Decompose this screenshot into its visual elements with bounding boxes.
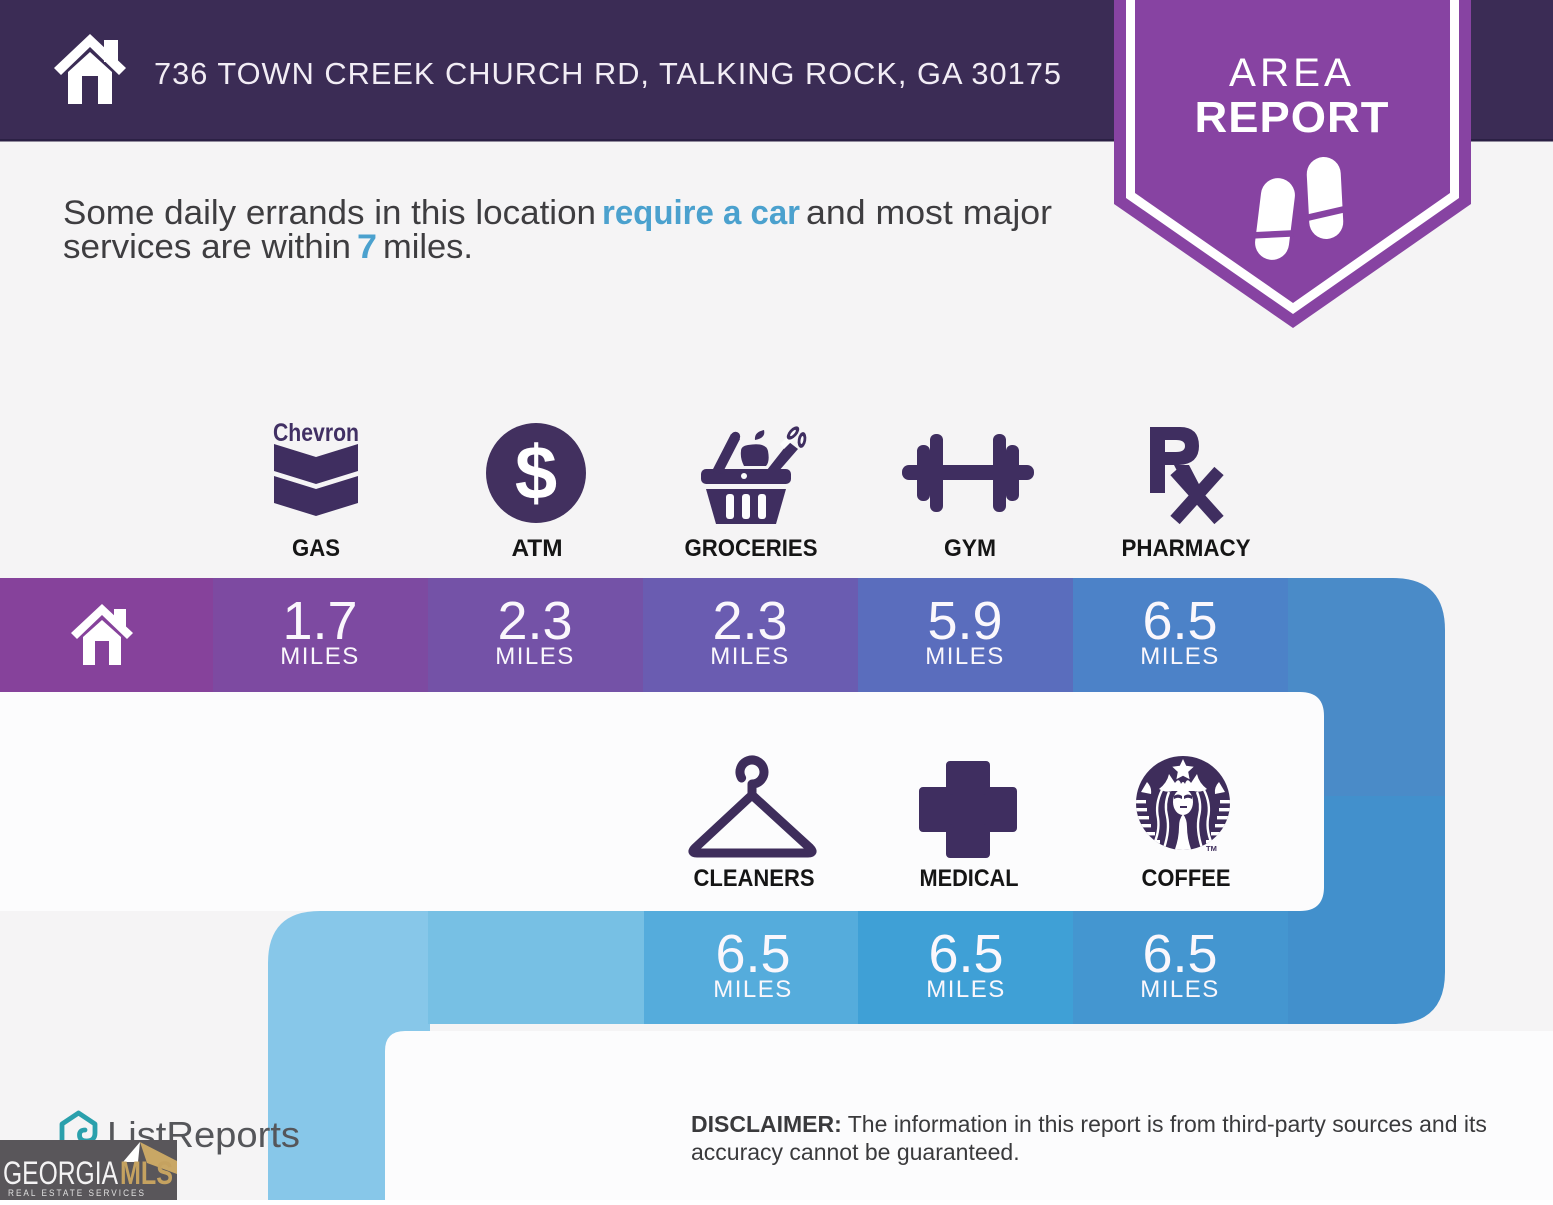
- svg-text:$: $: [515, 431, 557, 516]
- svg-text:MILES: MILES: [1140, 976, 1220, 1003]
- svg-text:Chevron: Chevron: [273, 419, 359, 447]
- svg-text:2.3: 2.3: [712, 591, 787, 651]
- svg-text:GAS: GAS: [292, 535, 340, 562]
- svg-text:GROCERIES: GROCERIES: [685, 535, 818, 562]
- svg-text:CLEANERS: CLEANERS: [694, 865, 815, 892]
- svg-text:6.5: 6.5: [1142, 591, 1217, 651]
- svg-text:DISCLAIMER: The information in: DISCLAIMER: The information in this repo…: [691, 1111, 1487, 1137]
- svg-text:MILES: MILES: [713, 976, 793, 1003]
- svg-text:MILES: MILES: [926, 976, 1006, 1003]
- svg-text:AREA: AREA: [1229, 51, 1355, 95]
- svg-text:6.5: 6.5: [715, 924, 790, 984]
- svg-text:6.5: 6.5: [1142, 924, 1217, 984]
- svg-text:MILES: MILES: [495, 643, 575, 670]
- svg-text:ATM: ATM: [512, 535, 563, 562]
- svg-text:Some daily errands in this loc: Some daily errands in this location: [63, 194, 596, 232]
- svg-text:736 TOWN CREEK CHURCH RD, TALK: 736 TOWN CREEK CHURCH RD, TALKING ROCK, …: [154, 57, 1062, 91]
- svg-text:PHARMACY: PHARMACY: [1122, 535, 1251, 562]
- svg-text:accuracy cannot be guaranteed.: accuracy cannot be guaranteed.: [691, 1139, 1020, 1165]
- svg-text:MLS: MLS: [120, 1155, 173, 1191]
- svg-text:MEDICAL: MEDICAL: [920, 865, 1019, 892]
- svg-text:MILES: MILES: [280, 643, 360, 670]
- svg-text:5.9: 5.9: [927, 591, 1002, 651]
- svg-text:require a car: require a car: [602, 194, 800, 232]
- svg-text:REPORT: REPORT: [1195, 93, 1390, 142]
- svg-text:miles.: miles.: [383, 228, 473, 266]
- svg-text:MILES: MILES: [925, 643, 1005, 670]
- svg-text:COFFEE: COFFEE: [1142, 865, 1231, 892]
- svg-text:MILES: MILES: [1140, 643, 1220, 670]
- svg-text:1.7: 1.7: [282, 591, 357, 651]
- svg-text:MILES: MILES: [710, 643, 790, 670]
- svg-text:REAL ESTATE SERVICES: REAL ESTATE SERVICES: [8, 1188, 146, 1198]
- svg-text:and most major: and most major: [806, 194, 1052, 232]
- svg-text:7: 7: [357, 228, 377, 266]
- svg-text:services are within: services are within: [63, 228, 351, 266]
- svg-text:6.5: 6.5: [928, 924, 1003, 984]
- svg-text:TM: TM: [1206, 844, 1217, 853]
- svg-text:2.3: 2.3: [497, 591, 572, 651]
- svg-text:GEORGIA: GEORGIA: [3, 1155, 119, 1191]
- svg-text:GYM: GYM: [944, 535, 996, 562]
